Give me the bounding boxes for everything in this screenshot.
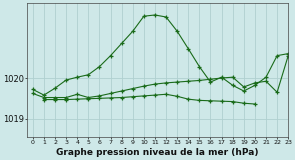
X-axis label: Graphe pression niveau de la mer (hPa): Graphe pression niveau de la mer (hPa) bbox=[56, 148, 259, 157]
